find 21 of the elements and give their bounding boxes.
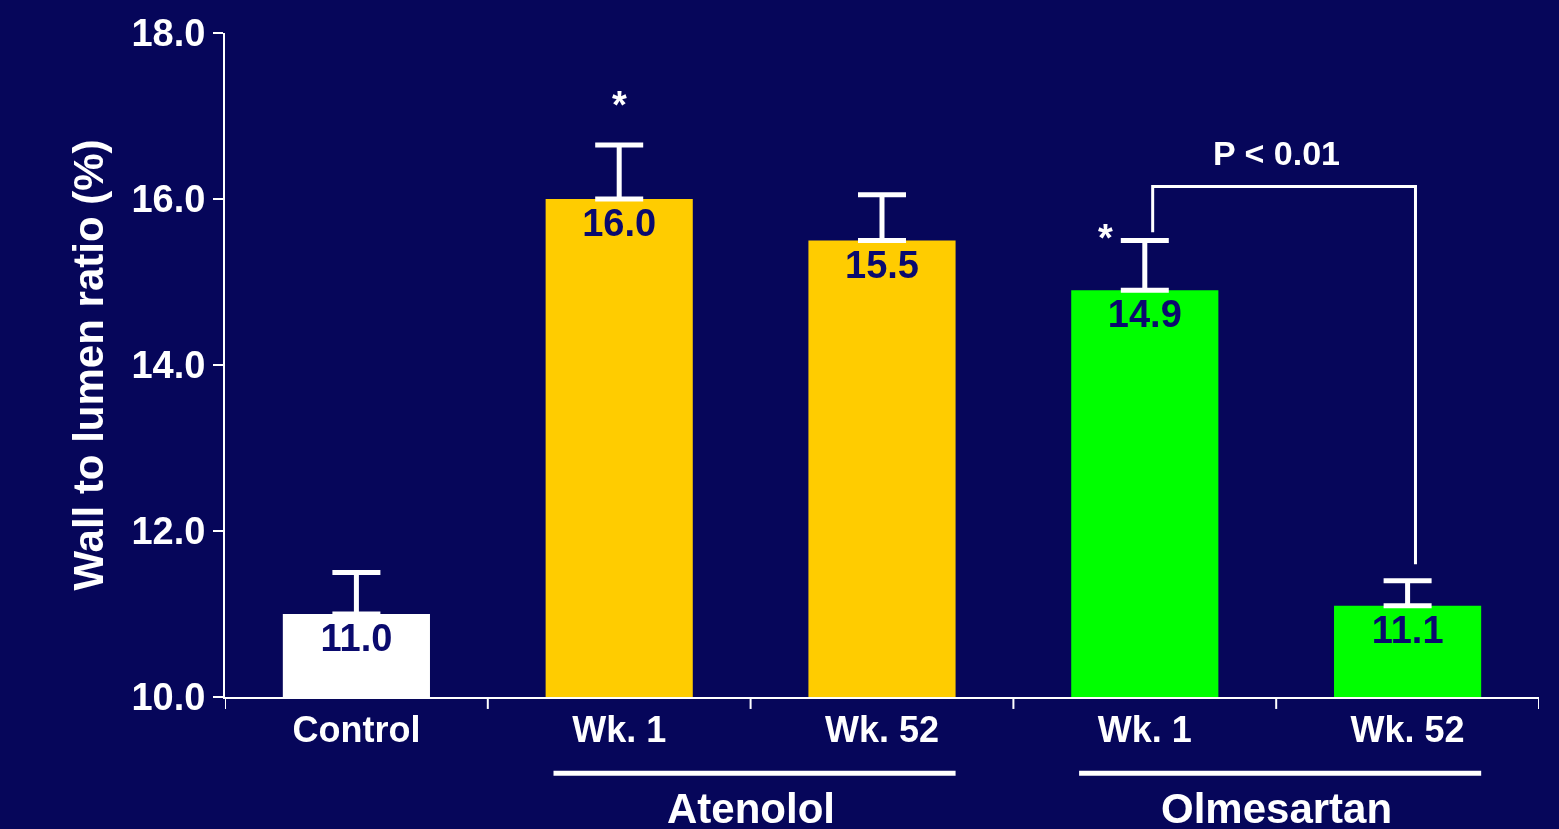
x-tick-label: Wk. 1 <box>572 709 667 751</box>
annotation: * <box>612 84 627 126</box>
annotation: * <box>1098 217 1113 259</box>
y-tick-label: 16.0 <box>131 178 206 221</box>
annotation: P < 0.01 <box>1213 134 1340 172</box>
data-label: 15.5 <box>845 243 919 286</box>
data-label: 16.0 <box>582 202 657 244</box>
data-label: 14.9 <box>1107 293 1182 336</box>
y-axis-title: Wall to lumen ratio (%) <box>64 139 112 591</box>
x-tick-label: Control <box>292 709 421 751</box>
x-tick-label: Wk. 52 <box>824 709 940 751</box>
text: Atenolol <box>667 785 835 829</box>
y-tick-label: 14.0 <box>131 344 206 387</box>
x-tick-label: Wk. 1 <box>1097 709 1192 751</box>
y-tick-label: 18.0 <box>131 12 206 55</box>
data-label: 11.1 <box>1371 608 1444 651</box>
x-tick-label: Wk. 52 <box>1350 709 1465 751</box>
y-tick-label: 10.0 <box>131 676 206 719</box>
text: Olmesartan <box>1161 785 1393 829</box>
data-label: 11.0 <box>320 617 393 659</box>
y-tick-label: 12.0 <box>131 510 206 553</box>
